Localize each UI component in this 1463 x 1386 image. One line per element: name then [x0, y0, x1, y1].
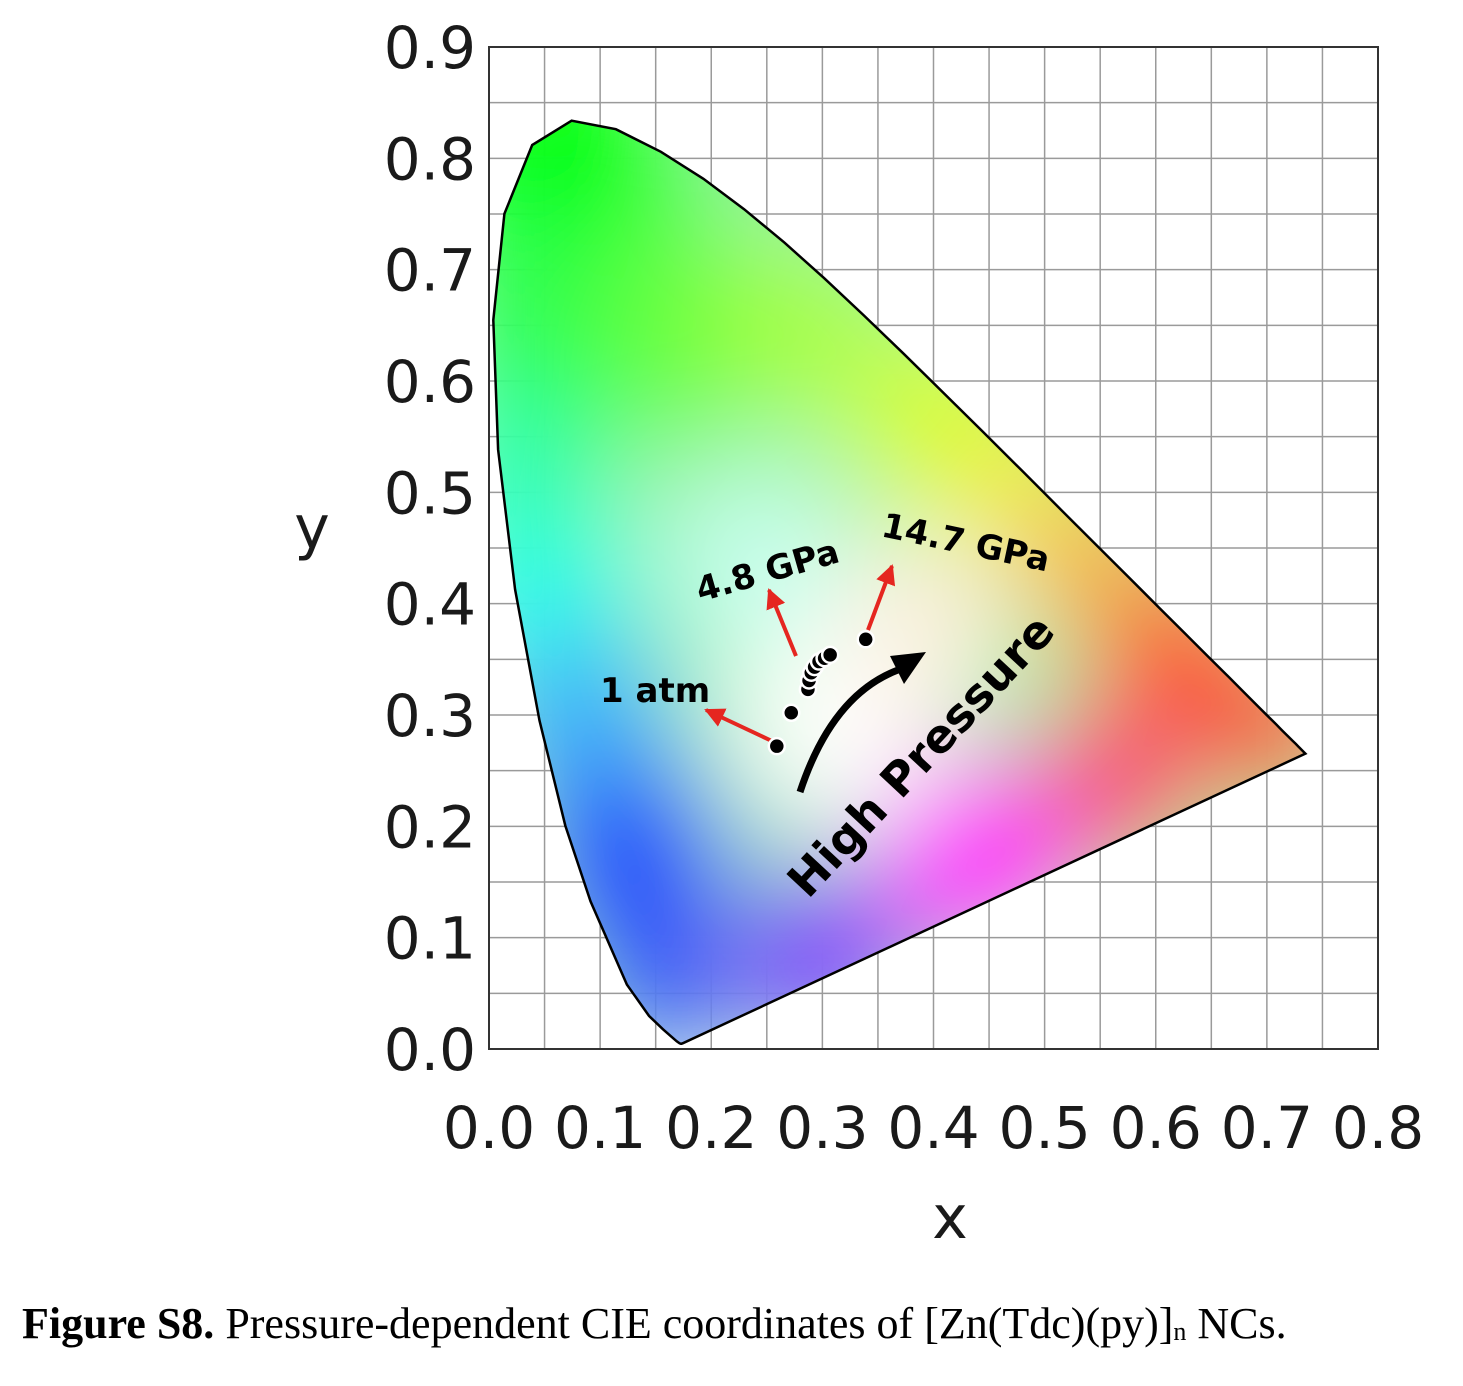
- label-1-atm: 1 atm: [600, 671, 710, 711]
- data-points: [767, 630, 875, 756]
- x-tick-label: 0.7: [1221, 1094, 1313, 1162]
- cie-chart: 0.0 0.1 0.2 0.3 0.4 0.5 0.6 0.7 0.8 0.9 0.0 0.1 0.2…: [294, 14, 1424, 1253]
- y-axis-title: y: [294, 493, 330, 563]
- spectral-locus-outline: [492, 119, 1308, 1045]
- y-tick-label: 0.7: [384, 237, 476, 305]
- x-tick-label: 0.3: [776, 1094, 868, 1162]
- y-tick-labels: 0.0 0.1 0.2 0.3 0.4 0.5 0.6 0.7 0.8 0.9: [384, 14, 476, 1084]
- x-tick-label: 0.0: [443, 1094, 535, 1162]
- y-tick-label: 0.8: [384, 125, 476, 193]
- y-tick-label: 0.3: [384, 682, 476, 750]
- y-tick-label: 0.2: [384, 793, 476, 861]
- y-tick-label: 0.0: [384, 1016, 476, 1084]
- x-axis-title: x: [932, 1183, 968, 1253]
- y-tick-label: 0.6: [384, 348, 476, 416]
- x-tick-labels: 0.0 0.1 0.2 0.3 0.4 0.5 0.6 0.7 0.8: [443, 1094, 1424, 1162]
- caption-text-end: NCs.: [1186, 1299, 1287, 1348]
- y-tick-label: 0.1: [384, 905, 476, 973]
- data-point: [782, 703, 801, 723]
- caption-text: Pressure-dependent CIE coordinates of [Z…: [214, 1299, 1174, 1348]
- arrow-14-7-gpa: [866, 564, 896, 631]
- data-point: [856, 630, 875, 649]
- x-tick-label: 0.4: [887, 1094, 979, 1162]
- y-tick-label: 0.9: [384, 14, 476, 82]
- x-tick-label: 0.5: [999, 1094, 1091, 1162]
- x-tick-label: 0.1: [554, 1094, 646, 1162]
- x-tick-label: 0.6: [1110, 1094, 1202, 1162]
- y-tick-label: 0.5: [384, 459, 476, 527]
- y-tick-label: 0.4: [384, 571, 476, 639]
- high-pressure-arrow-head: [890, 652, 926, 684]
- x-tick-label: 0.8: [1332, 1094, 1424, 1162]
- arrow-1-atm: [704, 708, 775, 744]
- data-point: [820, 645, 840, 665]
- high-pressure-arrow: [796, 666, 900, 794]
- plot-frame: [488, 46, 1379, 1050]
- arrow-4-8-gpa: [766, 588, 798, 657]
- figure-caption: Figure S8. Pressure-dependent CIE coordi…: [22, 1298, 1442, 1349]
- data-point: [767, 736, 787, 756]
- caption-subscript: n: [1173, 1317, 1187, 1346]
- caption-label: Figure S8.: [22, 1299, 215, 1348]
- x-tick-label: 0.2: [665, 1094, 757, 1162]
